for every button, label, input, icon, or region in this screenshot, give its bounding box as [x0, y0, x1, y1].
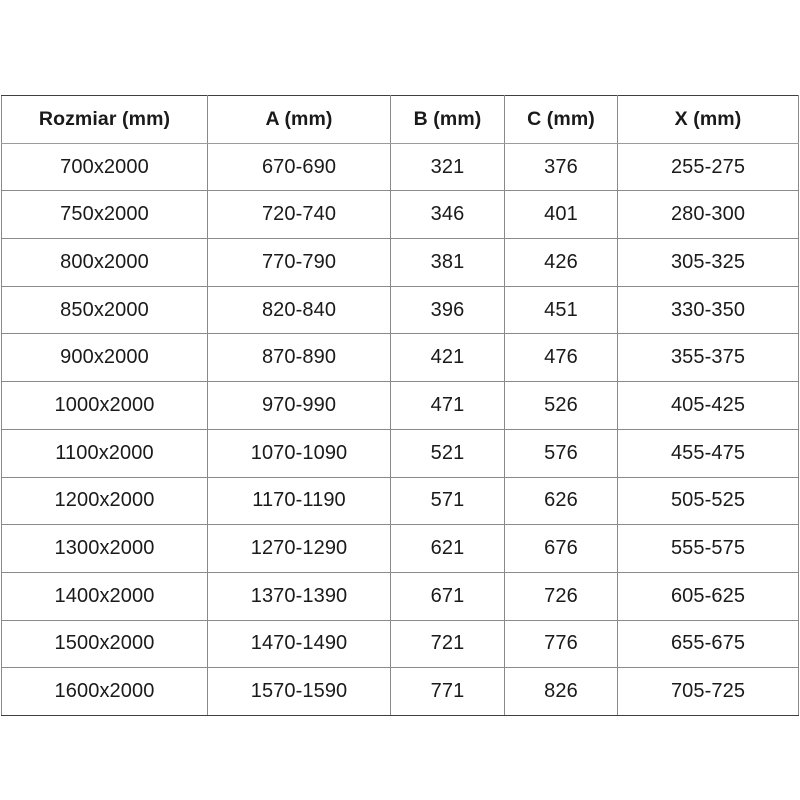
dimensions-table-container: Rozmiar (mm) A (mm) B (mm) C (mm) X (mm)…: [1, 95, 799, 716]
table-row: 800x2000 770-790 381 426 305-325: [1, 238, 799, 287]
cell-x: 655-675: [617, 619, 799, 669]
cell-size: 1100x2000: [1, 428, 208, 478]
cell-c: 626: [504, 476, 618, 526]
table-body: 700x2000 670-690 321 376 255-275 750x2000 720-…: [1, 142, 799, 716]
table-row: 1400x2000 1370-1390 671 726 605-625: [1, 571, 799, 621]
table-row: 750x2000 720-740 346 401 280-300: [1, 190, 799, 240]
cell-c: 476: [504, 333, 618, 383]
column-header-a: A (mm): [207, 95, 391, 144]
cell-size: 1300x2000: [1, 524, 208, 573]
cell-b: 396: [390, 285, 505, 335]
cell-b: 621: [390, 524, 505, 573]
cell-a: 670-690: [207, 142, 391, 192]
cell-a: 770-790: [207, 238, 391, 287]
cell-size: 1200x2000: [1, 476, 208, 526]
cell-a: 1470-1490: [207, 619, 391, 669]
table-header: Rozmiar (mm) A (mm) B (mm) C (mm) X (mm): [1, 95, 799, 144]
cell-a: 870-890: [207, 333, 391, 383]
cell-b: 381: [390, 238, 505, 287]
column-header-c: C (mm): [504, 95, 618, 144]
column-header-x: X (mm): [617, 95, 799, 144]
cell-a: 1370-1390: [207, 571, 391, 621]
table-row: 700x2000 670-690 321 376 255-275: [1, 142, 799, 192]
cell-size: 750x2000: [1, 190, 208, 240]
cell-size: 1000x2000: [1, 381, 208, 430]
cell-b: 671: [390, 571, 505, 621]
cell-x: 405-425: [617, 381, 799, 430]
cell-x: 280-300: [617, 190, 799, 240]
cell-b: 421: [390, 333, 505, 383]
cell-c: 776: [504, 619, 618, 669]
column-header-b: B (mm): [390, 95, 505, 144]
cell-c: 401: [504, 190, 618, 240]
table-row: 1300x2000 1270-1290 621 676 555-575: [1, 524, 799, 573]
cell-size: 850x2000: [1, 285, 208, 335]
cell-a: 1570-1590: [207, 667, 391, 716]
table-row: 850x2000 820-840 396 451 330-350: [1, 285, 799, 335]
cell-x: 605-625: [617, 571, 799, 621]
cell-size: 800x2000: [1, 238, 208, 287]
cell-a: 720-740: [207, 190, 391, 240]
cell-a: 1170-1190: [207, 476, 391, 526]
cell-b: 721: [390, 619, 505, 669]
cell-x: 305-325: [617, 238, 799, 287]
cell-c: 451: [504, 285, 618, 335]
cell-size: 700x2000: [1, 142, 208, 192]
table-row: 1600x2000 1570-1590 771 826 705-725: [1, 667, 799, 716]
cell-a: 1070-1090: [207, 428, 391, 478]
cell-c: 576: [504, 428, 618, 478]
cell-b: 321: [390, 142, 505, 192]
cell-x: 455-475: [617, 428, 799, 478]
table-row: 1200x2000 1170-1190 571 626 505-525: [1, 476, 799, 526]
cell-size: 1600x2000: [1, 667, 208, 716]
cell-x: 705-725: [617, 667, 799, 716]
cell-b: 571: [390, 476, 505, 526]
dimensions-table: Rozmiar (mm) A (mm) B (mm) C (mm) X (mm)…: [1, 95, 799, 716]
cell-x: 330-350: [617, 285, 799, 335]
cell-a: 1270-1290: [207, 524, 391, 573]
cell-b: 471: [390, 381, 505, 430]
table-row: 1500x2000 1470-1490 721 776 655-675: [1, 619, 799, 669]
cell-b: 346: [390, 190, 505, 240]
cell-c: 426: [504, 238, 618, 287]
table-row: 1000x2000 970-990 471 526 405-425: [1, 381, 799, 430]
cell-c: 376: [504, 142, 618, 192]
cell-b: 771: [390, 667, 505, 716]
cell-size: 900x2000: [1, 333, 208, 383]
cell-a: 970-990: [207, 381, 391, 430]
cell-c: 676: [504, 524, 618, 573]
cell-x: 255-275: [617, 142, 799, 192]
cell-c: 526: [504, 381, 618, 430]
table-header-row: Rozmiar (mm) A (mm) B (mm) C (mm) X (mm): [1, 95, 799, 144]
table-row: 900x2000 870-890 421 476 355-375: [1, 333, 799, 383]
cell-x: 355-375: [617, 333, 799, 383]
column-header-size: Rozmiar (mm): [1, 95, 208, 144]
cell-size: 1400x2000: [1, 571, 208, 621]
cell-c: 826: [504, 667, 618, 716]
table-row: 1100x2000 1070-1090 521 576 455-475: [1, 428, 799, 478]
cell-b: 521: [390, 428, 505, 478]
cell-size: 1500x2000: [1, 619, 208, 669]
cell-c: 726: [504, 571, 618, 621]
cell-a: 820-840: [207, 285, 391, 335]
cell-x: 505-525: [617, 476, 799, 526]
cell-x: 555-575: [617, 524, 799, 573]
